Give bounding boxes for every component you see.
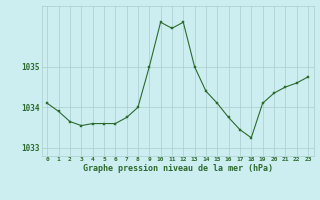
X-axis label: Graphe pression niveau de la mer (hPa): Graphe pression niveau de la mer (hPa) <box>83 164 273 173</box>
